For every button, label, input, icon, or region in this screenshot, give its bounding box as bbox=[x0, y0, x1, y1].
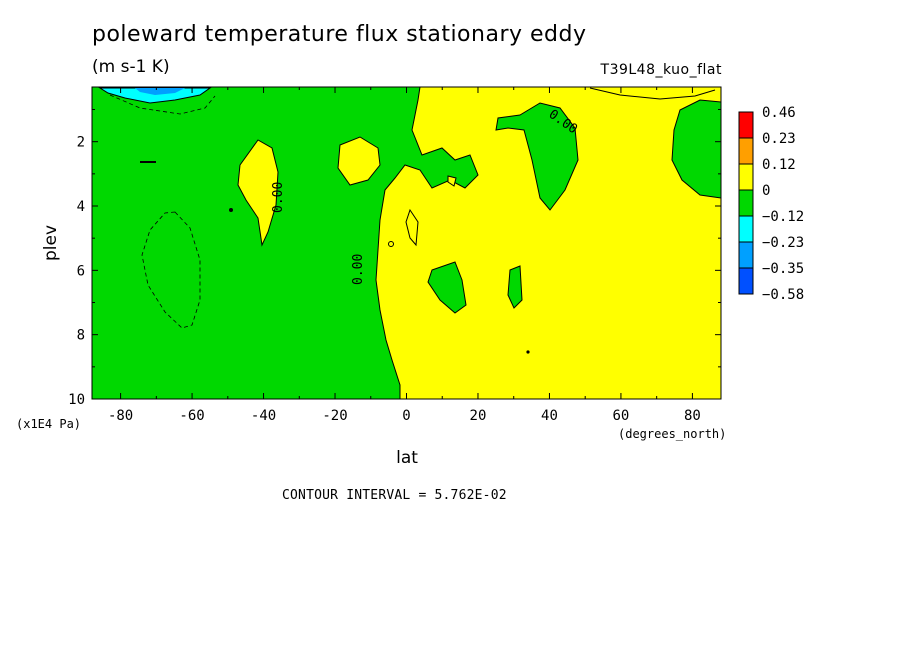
x-tick-label: 20 bbox=[470, 408, 487, 424]
y-tick-label: 6 bbox=[77, 263, 85, 279]
colorbar-label: 0.23 bbox=[762, 131, 796, 147]
experiment-label: T39L48_kuo_flat bbox=[600, 62, 722, 78]
colorbar-swatch bbox=[738, 111, 754, 139]
field-green-10n bbox=[427, 261, 467, 314]
colorbar-swatch bbox=[738, 215, 754, 243]
colorbar-label: 0.12 bbox=[762, 157, 796, 173]
field-green-ne bbox=[495, 102, 579, 211]
dashed-contour-top bbox=[109, 94, 216, 115]
contour-label-1: 0.00 bbox=[271, 182, 286, 213]
y-tick-label: 4 bbox=[77, 199, 85, 215]
x-tick-label: -20 bbox=[322, 408, 347, 424]
colorbar: 0.46 0.23 0.12 0 −0.12 −0.23 −0.35 −0.58 bbox=[738, 105, 804, 303]
field-green-far-east bbox=[671, 99, 721, 199]
x-axis-units: (degrees_north) bbox=[618, 427, 726, 441]
y-tick-label: 2 bbox=[77, 135, 85, 151]
field-cyan-core bbox=[98, 87, 212, 104]
y-axis-units: (x1E4 Pa) bbox=[16, 417, 81, 431]
chart-units: (m s-1 K) bbox=[92, 57, 170, 77]
x-tick-label: 0 bbox=[402, 408, 410, 424]
colorbar-swatch bbox=[738, 189, 754, 217]
colorbar-label: −0.23 bbox=[762, 235, 804, 251]
x-tick-label: -40 bbox=[251, 408, 276, 424]
colorbar-label: −0.58 bbox=[762, 287, 804, 303]
contour-label-2: 0.00 bbox=[351, 254, 366, 285]
x-tick-label: -80 bbox=[108, 408, 133, 424]
y-tick-label: 8 bbox=[77, 328, 85, 344]
colorbar-label: 0.46 bbox=[762, 105, 796, 121]
colorbar-swatch bbox=[738, 163, 754, 191]
contour-interval: CONTOUR INTERVAL = 5.762E-02 bbox=[282, 488, 507, 503]
dashed-contour-60s bbox=[141, 211, 201, 329]
x-tick-label: 60 bbox=[613, 408, 630, 424]
x-tick-label: 80 bbox=[684, 408, 701, 424]
contour-dot-50s bbox=[229, 208, 233, 212]
field-green-south bbox=[92, 87, 479, 399]
colorbar-swatch bbox=[738, 241, 754, 269]
colorbar-swatch bbox=[738, 267, 754, 295]
colorbar-label: −0.35 bbox=[762, 261, 804, 277]
colorbar-label: −0.12 bbox=[762, 209, 804, 225]
chart-title: poleward temperature flux stationary edd… bbox=[92, 22, 587, 47]
field-yellow-20s bbox=[337, 136, 381, 186]
y-axis-label: plev bbox=[41, 225, 61, 261]
x-tick-label: -60 bbox=[179, 408, 204, 424]
field-yellow-5n bbox=[447, 175, 457, 187]
x-axis-label: lat bbox=[396, 448, 418, 468]
y-tick-label: 10 bbox=[68, 392, 85, 408]
contour-dot-35n bbox=[526, 350, 530, 354]
x-tick-label: 40 bbox=[541, 408, 558, 424]
red-core-top bbox=[589, 87, 716, 100]
field-blue-core bbox=[135, 88, 185, 95]
x-axis: -80 -60 -40 -20 0 20 40 60 80 bbox=[108, 87, 701, 424]
field-yellow-40s bbox=[237, 139, 279, 247]
colorbar-label: 0 bbox=[762, 183, 770, 199]
colorbar-swatch bbox=[738, 137, 754, 165]
field-yellow-0 bbox=[405, 208, 419, 247]
field-green-30n bbox=[507, 265, 523, 309]
contour-dot-0n bbox=[388, 241, 394, 247]
y-axis: 2 4 6 8 10 bbox=[68, 109, 721, 408]
plot-field bbox=[92, 87, 721, 399]
